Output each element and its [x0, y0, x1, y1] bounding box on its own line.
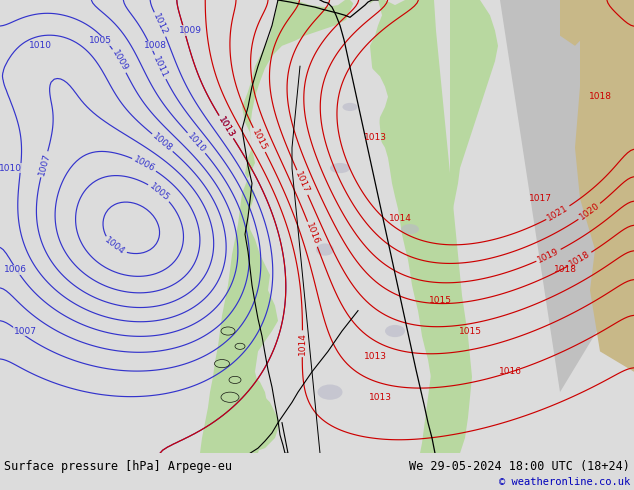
Text: 1015: 1015	[429, 296, 451, 305]
Text: 1015: 1015	[458, 326, 481, 336]
Text: 1017: 1017	[294, 170, 311, 195]
Text: 1014: 1014	[389, 215, 411, 223]
Text: 1020: 1020	[578, 201, 601, 222]
Ellipse shape	[229, 376, 241, 384]
Text: 1018: 1018	[588, 92, 612, 101]
Polygon shape	[575, 0, 634, 372]
Text: 1009: 1009	[110, 49, 129, 73]
Text: 1009: 1009	[179, 26, 202, 35]
Text: 1005: 1005	[148, 182, 171, 203]
Text: 1007: 1007	[13, 326, 37, 336]
Text: 1008: 1008	[151, 132, 174, 153]
Text: 1019: 1019	[536, 246, 561, 265]
Text: 1010: 1010	[29, 41, 51, 50]
Ellipse shape	[221, 392, 239, 402]
Text: 1013: 1013	[363, 352, 387, 361]
Polygon shape	[200, 0, 472, 453]
Ellipse shape	[342, 103, 358, 111]
Text: 1017: 1017	[529, 194, 552, 203]
Ellipse shape	[235, 343, 245, 349]
Text: We 29-05-2024 18:00 UTC (18+24): We 29-05-2024 18:00 UTC (18+24)	[409, 460, 630, 473]
Text: Surface pressure [hPa] Arpege-eu: Surface pressure [hPa] Arpege-eu	[4, 460, 232, 473]
Text: © weatheronline.co.uk: © weatheronline.co.uk	[499, 477, 630, 487]
Polygon shape	[420, 0, 498, 453]
Polygon shape	[500, 0, 634, 392]
Text: 1014: 1014	[298, 332, 307, 355]
Text: 1013: 1013	[216, 115, 236, 139]
Text: 1006: 1006	[132, 155, 157, 173]
Polygon shape	[560, 0, 595, 46]
Text: 1016: 1016	[304, 222, 321, 246]
Ellipse shape	[330, 163, 350, 173]
Text: 1008: 1008	[143, 41, 167, 50]
Polygon shape	[285, 0, 420, 453]
Text: 1018: 1018	[553, 266, 576, 274]
Text: 1007: 1007	[37, 152, 51, 176]
Polygon shape	[243, 377, 268, 453]
Text: 1016: 1016	[498, 368, 522, 376]
Ellipse shape	[214, 360, 230, 368]
Text: 1004: 1004	[103, 236, 127, 257]
Text: 1015: 1015	[250, 127, 268, 152]
Text: 1010: 1010	[186, 131, 207, 154]
Text: 1018: 1018	[567, 249, 592, 269]
Text: 1013: 1013	[216, 115, 236, 139]
Text: 1013: 1013	[363, 133, 387, 142]
Ellipse shape	[318, 385, 342, 400]
Ellipse shape	[316, 244, 334, 256]
Text: 1021: 1021	[546, 203, 570, 222]
Text: 1011: 1011	[151, 54, 169, 79]
Ellipse shape	[401, 224, 419, 234]
Ellipse shape	[385, 325, 405, 337]
Text: 1012: 1012	[152, 12, 169, 37]
Text: 1006: 1006	[4, 266, 27, 274]
Text: 1010: 1010	[0, 164, 22, 172]
Text: 1013: 1013	[368, 392, 392, 402]
Text: 1005: 1005	[89, 36, 112, 45]
Ellipse shape	[221, 327, 235, 335]
